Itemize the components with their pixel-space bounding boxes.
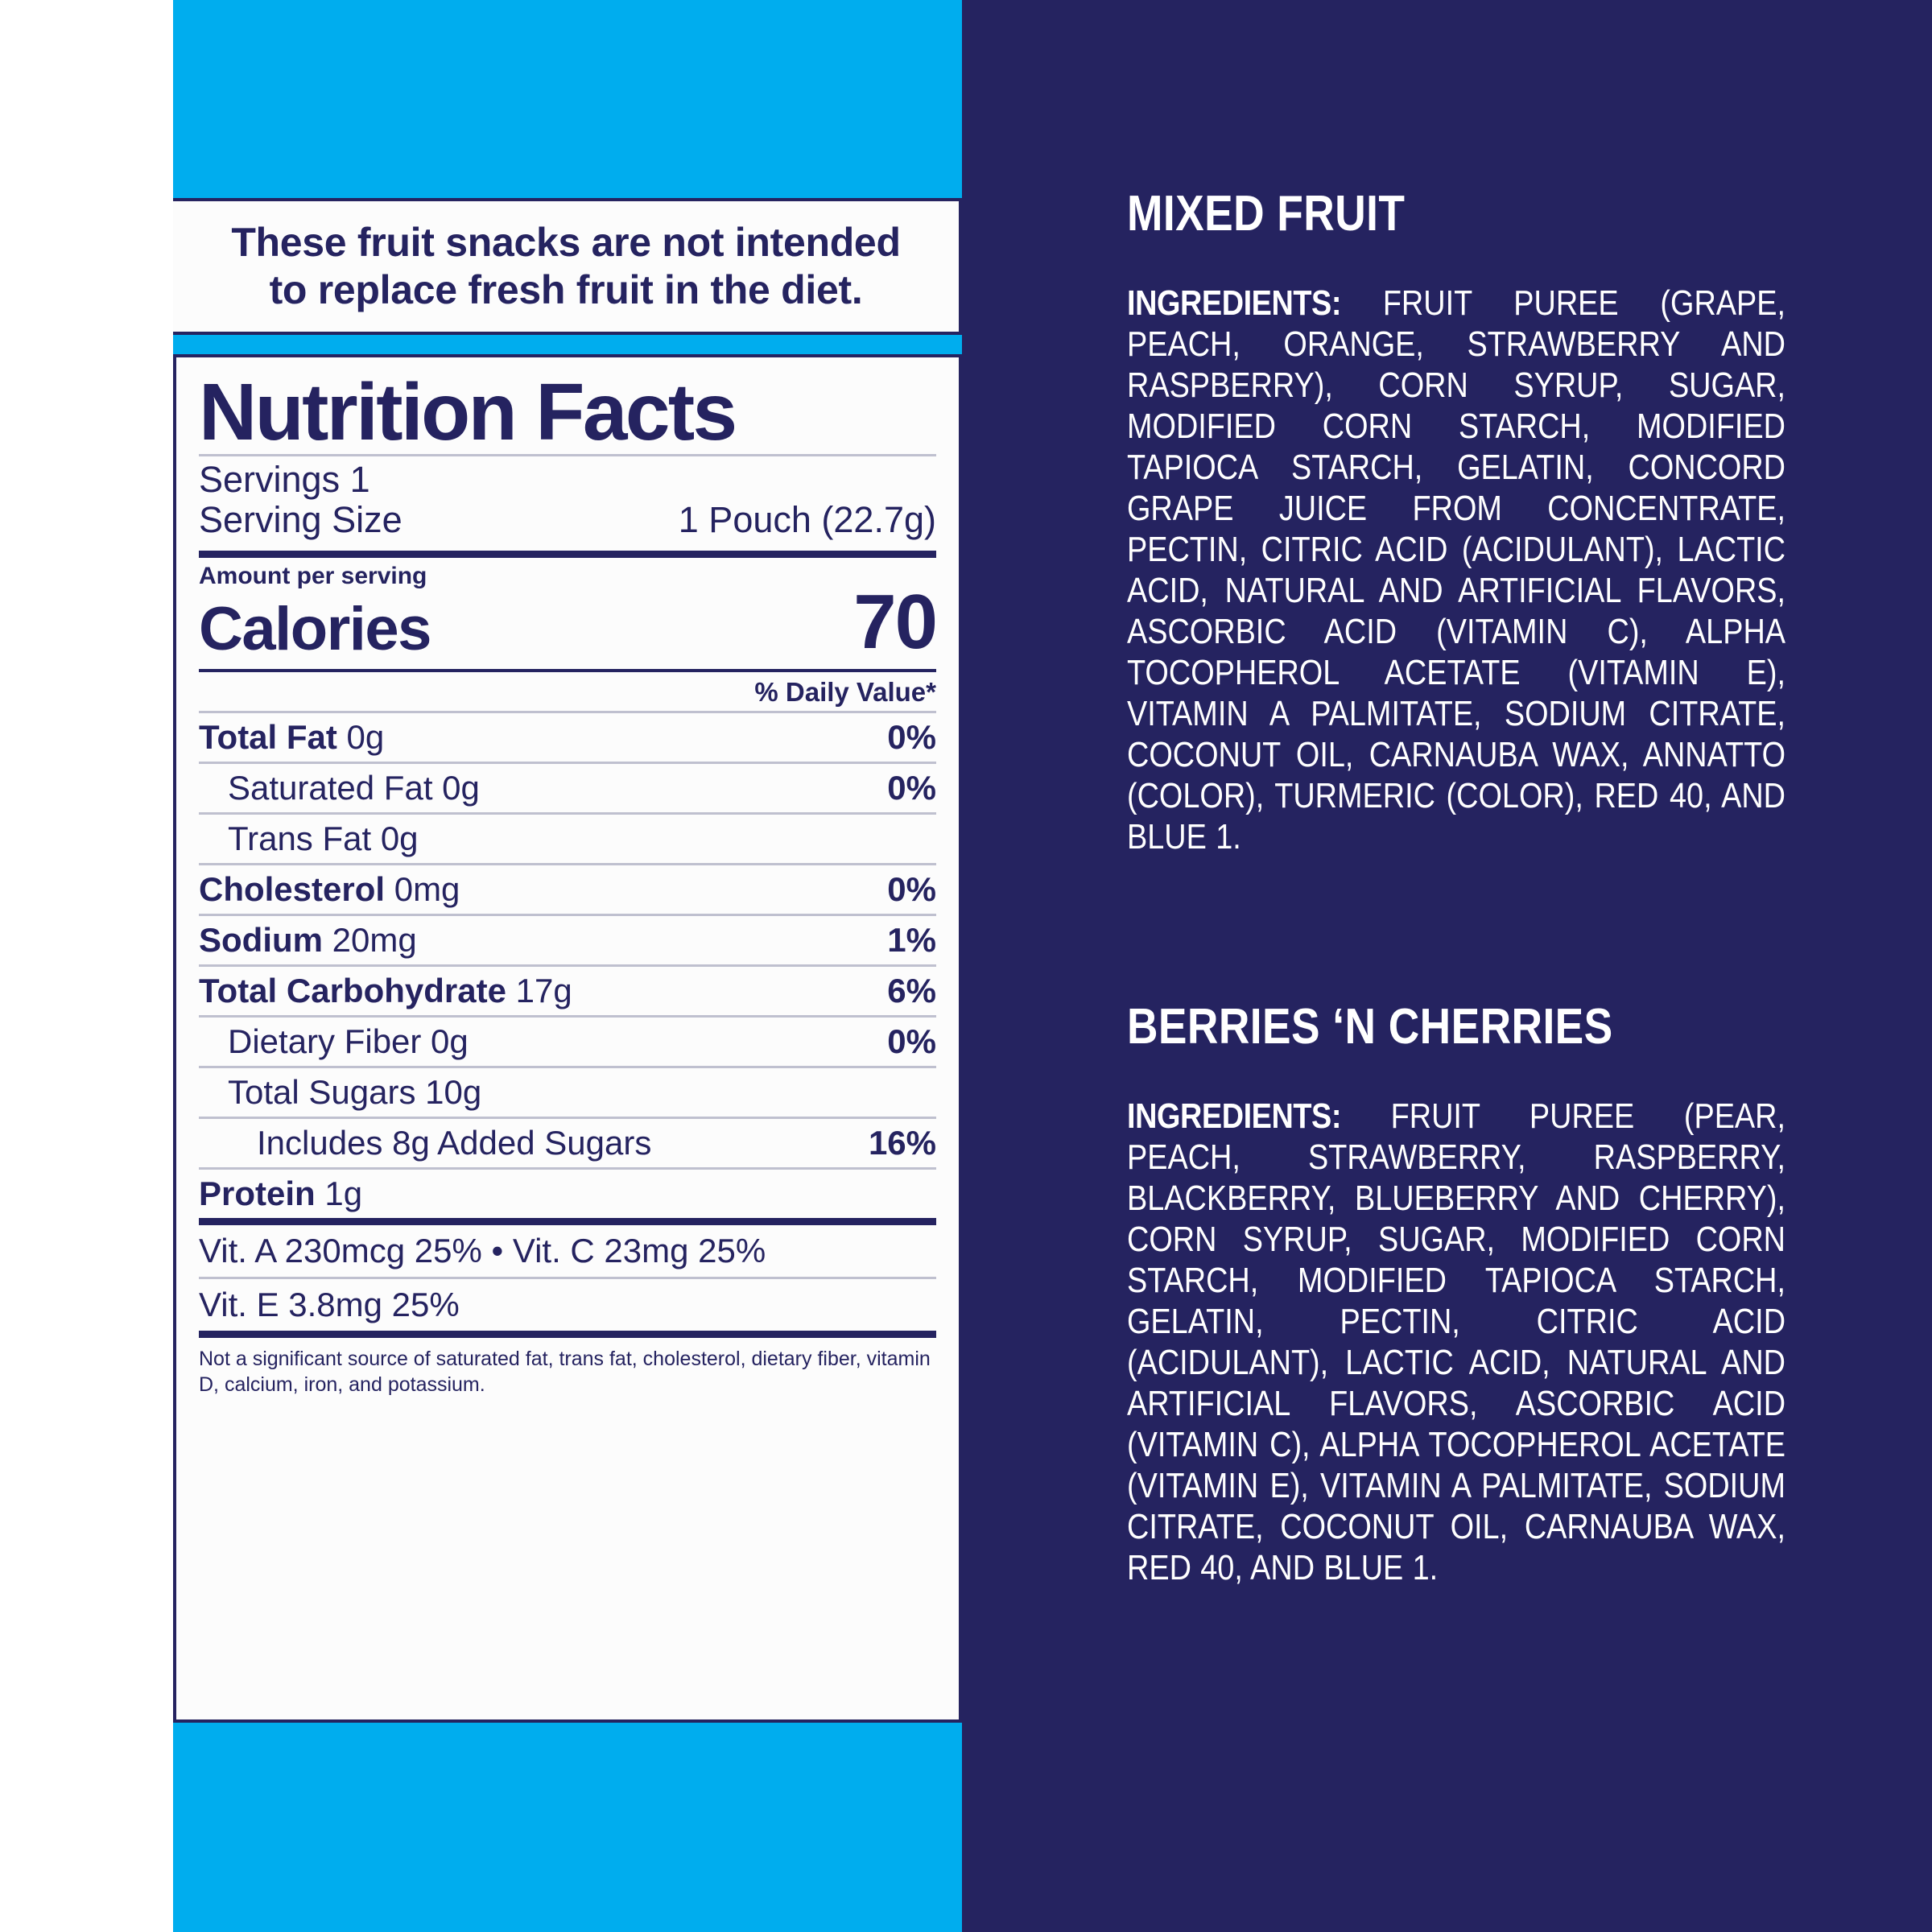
berries-n-cherries-section: BERRIES ‘N CHERRIES INGREDIENTS: FRUIT P… [1127, 1002, 1787, 1588]
nutrient-row: Total Sugars 10g [199, 1068, 936, 1117]
disclaimer-line-1: These fruit snacks are not intended [231, 220, 901, 265]
nutrient-daily-value: 1% [887, 920, 936, 959]
nutrient-name: Total Carbohydrate 17g [199, 971, 572, 1009]
nutrient-name: Sodium 20mg [199, 920, 417, 959]
berries-n-cherries-ingredients-label: INGREDIENTS: [1127, 1096, 1342, 1136]
nutrient-daily-value: 0% [887, 869, 936, 908]
nutrient-name: Includes 8g Added Sugars [257, 1123, 652, 1162]
nutrient-row: Trans Fat 0g [199, 815, 936, 863]
serving-size-row: Serving Size 1 Pouch (22.7g) [199, 499, 936, 541]
daily-value-header: % Daily Value* [754, 676, 936, 707]
nutrient-daily-value: 16% [868, 1123, 936, 1162]
divider-above-calories [199, 550, 936, 558]
row-divider [199, 1065, 936, 1068]
nutrient-row: Cholesterol 0mg 0% [199, 865, 936, 914]
divider-above-footnote [199, 1330, 936, 1338]
nutrient-name: Saturated Fat 0g [228, 768, 480, 807]
nutrient-row: Sodium 20mg 1% [199, 916, 936, 964]
berries-n-cherries-title: BERRIES ‘N CHERRIES [1127, 999, 1613, 1055]
nutrient-daily-value: 0% [887, 1022, 936, 1060]
calories-row: Calories 70 [199, 578, 938, 665]
nutrient-row: Includes 8g Added Sugars 16% [199, 1119, 936, 1167]
disclaimer-text: These fruit snacks are not intended to r… [212, 219, 919, 314]
nutrient-row: Dietary Fiber 0g 0% [199, 1018, 936, 1066]
row-divider [199, 1014, 936, 1018]
footnote-text: Not a significant source of saturated fa… [199, 1347, 931, 1397]
vitamins-line-2: Vit. E 3.8mg 25% [199, 1285, 460, 1323]
serving-size-label: Serving Size [199, 499, 402, 541]
mixed-fruit-section: MIXED FRUIT INGREDIENTS: FRUIT PUREE (GR… [1127, 189, 1787, 857]
row-divider [199, 710, 936, 713]
calories-value: 70 [853, 578, 938, 665]
nutrient-name: Trans Fat 0g [228, 819, 419, 857]
nutrient-name: Protein 1g [199, 1174, 363, 1212]
berries-n-cherries-ingredients: INGREDIENTS: FRUIT PUREE (PEAR, PEACH, S… [1127, 1096, 1785, 1588]
nutrient-row: Saturated Fat 0g 0% [199, 764, 936, 812]
nutrient-daily-value: 6% [887, 971, 936, 1009]
nutrient-row: Total Fat 0g 0% [199, 713, 936, 762]
nutrition-facts-box: Nutrition Facts Servings 1 Serving Size … [173, 354, 962, 1723]
berries-n-cherries-ingredients-body: FRUIT PUREE (PEAR, PEACH, STRAWBERRY, RA… [1127, 1096, 1786, 1588]
divider-above-vitamins [199, 1217, 936, 1225]
amount-per-serving-label: Amount per serving [199, 562, 427, 589]
servings-line: Servings 1 [199, 459, 370, 500]
row-divider [199, 1116, 936, 1119]
serving-size-value: 1 Pouch (22.7g) [678, 499, 936, 541]
nutrient-row: Protein 1g [199, 1170, 936, 1218]
disclaimer-line-2: to replace fresh fruit in the diet. [269, 267, 863, 312]
row-divider [199, 761, 936, 764]
nutrient-row: Total Carbohydrate 17g 6% [199, 967, 936, 1015]
calories-label: Calories [199, 595, 431, 664]
nutrient-daily-value: 0% [887, 717, 936, 756]
row-divider [199, 862, 936, 865]
disclaimer-box: These fruit snacks are not intended to r… [173, 198, 962, 335]
divider-under-calories [199, 668, 936, 672]
navy-ingredients-panel [962, 0, 1932, 1932]
nutrient-rows: Total Fat 0g 0% Saturated Fat 0g 0% Trans Fa… [199, 710, 936, 1218]
row-divider [199, 913, 936, 916]
nutrient-name: Total Sugars 10g [228, 1072, 482, 1111]
vitamins-line-1: Vit. A 230mcg 25% • Vit. C 23mg 25% [199, 1231, 766, 1269]
nutrient-name: Cholesterol 0mg [199, 869, 460, 908]
divider-between-vitamins [199, 1276, 936, 1279]
row-divider [199, 1166, 936, 1170]
mixed-fruit-ingredients: INGREDIENTS: FRUIT PUREE (GRAPE, PEACH, … [1127, 283, 1785, 857]
nutrient-daily-value: 0% [887, 768, 936, 807]
row-divider [199, 811, 936, 815]
nutrient-name: Total Fat 0g [199, 717, 385, 756]
row-divider [199, 964, 936, 967]
mixed-fruit-ingredients-label: INGREDIENTS: [1127, 283, 1342, 323]
mixed-fruit-ingredients-body: FRUIT PUREE (GRAPE, PEACH, ORANGE, STRAW… [1127, 283, 1786, 857]
nutrition-facts-title: Nutrition Facts [199, 367, 737, 457]
nutrient-name: Dietary Fiber 0g [228, 1022, 469, 1060]
mixed-fruit-title: MIXED FRUIT [1127, 186, 1406, 242]
divider-under-title [199, 454, 936, 456]
